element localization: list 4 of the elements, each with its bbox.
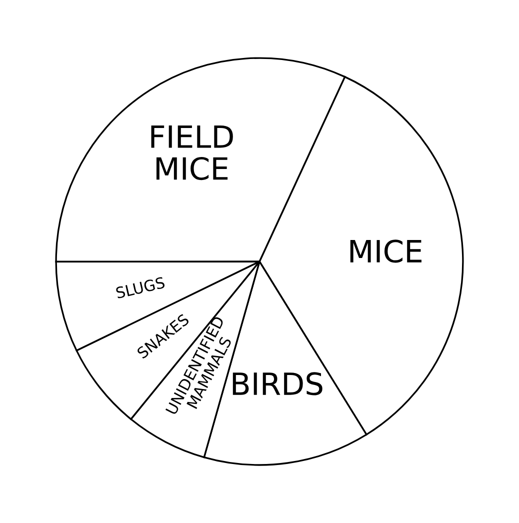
slice-label: MICE: [350, 240, 422, 263]
slice-label: BIRDS: [232, 372, 322, 396]
slice-label: SLUGS: [116, 276, 166, 299]
slice-label: FIELD MICE: [151, 125, 233, 180]
